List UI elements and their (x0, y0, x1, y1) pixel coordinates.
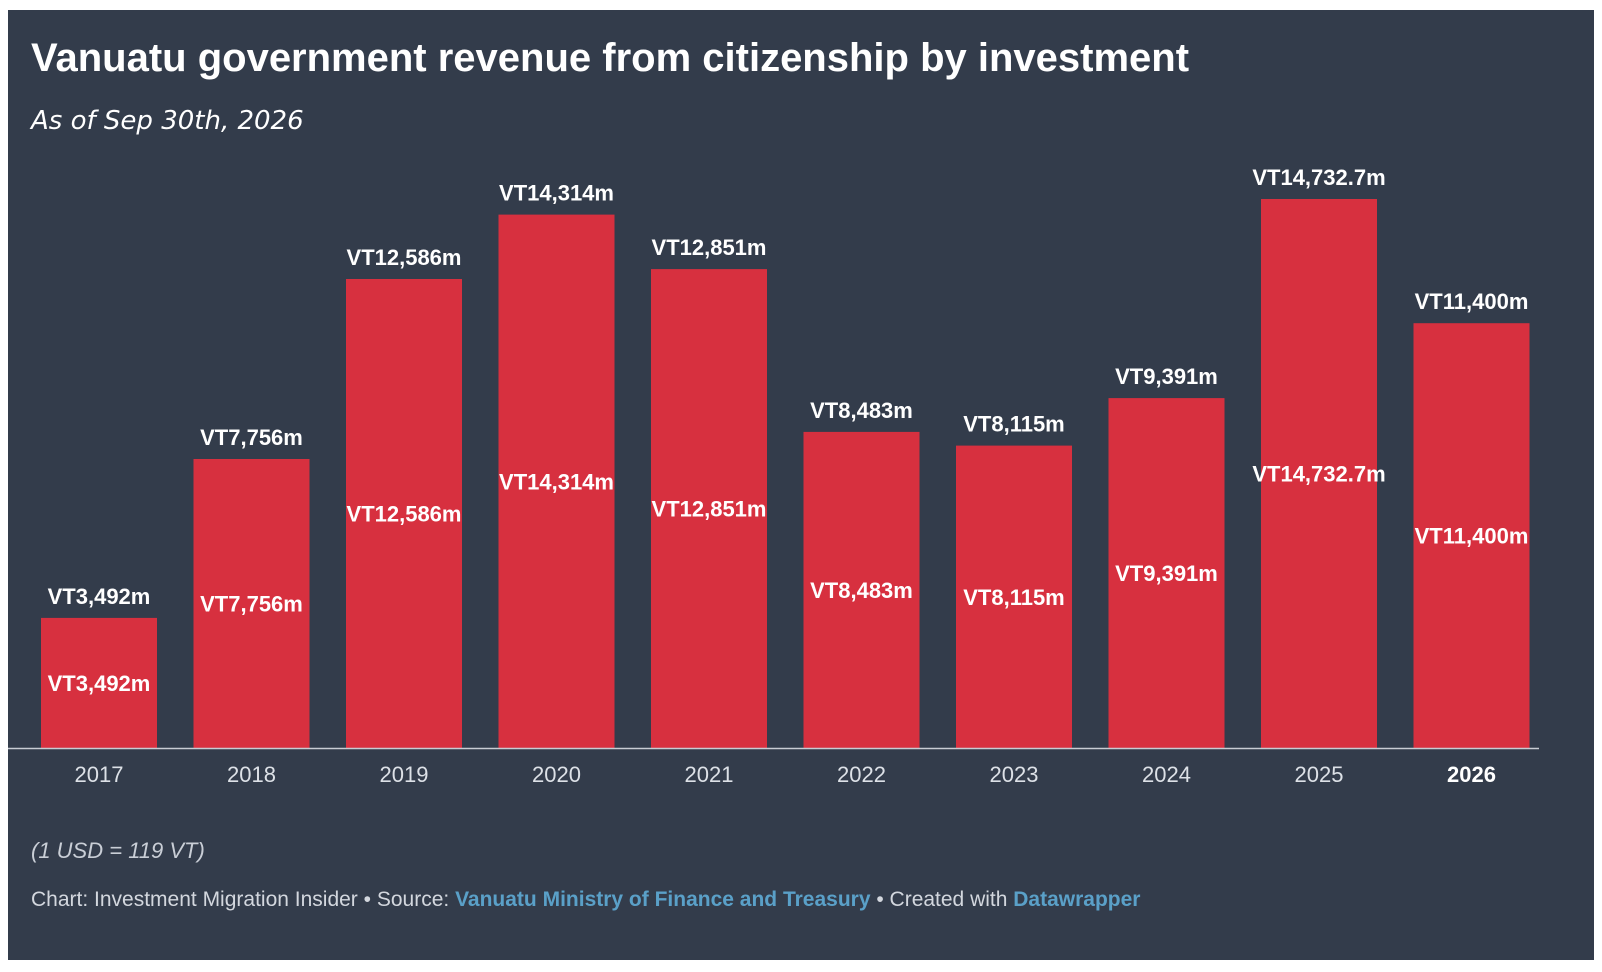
bar-value-label: VT14,314m (499, 181, 614, 206)
chart-subtitle: As of Sep 30th, 2026 (31, 106, 304, 136)
datawrapper-link[interactable]: Datawrapper (1013, 888, 1141, 911)
x-tick-label: 2020 (532, 762, 581, 787)
x-tick-label: 2018 (227, 762, 276, 787)
credit-separator: • (357, 888, 377, 911)
bar (803, 431, 920, 748)
bar-value-label: VT12,586m (347, 245, 462, 270)
bar (1413, 323, 1530, 748)
chart-container: Vanuatu government revenue from citizens… (8, 10, 1594, 960)
bar (193, 459, 310, 748)
x-tick-label: 2024 (1142, 762, 1191, 787)
bar-value-label-inside: VT9,391m (1115, 561, 1218, 586)
bar-value-label: VT11,400m (1415, 289, 1529, 314)
bar-value-label: VT12,851m (652, 235, 767, 260)
x-tick-label: 2025 (1295, 762, 1344, 787)
bar-value-label: VT3,492m (48, 584, 151, 609)
x-tick-label: 2023 (990, 762, 1039, 787)
chart-credits: Chart: Investment Migration Insider • So… (31, 888, 1140, 912)
bar-value-label-inside: VT14,732.7m (1252, 462, 1385, 487)
bar-value-label: VT14,732.7m (1252, 165, 1385, 190)
credit-chart-by: Chart: Investment Migration Insider (31, 888, 358, 911)
bar-value-label-inside: VT14,314m (499, 469, 614, 494)
bar (1261, 199, 1377, 748)
bar-value-label-inside: VT8,115m (963, 585, 1065, 610)
currency-note: (1 USD = 119 VT) (31, 838, 205, 863)
credit-created-prefix: Created with (889, 888, 1014, 911)
bar-value-label-inside: VT7,756m (200, 592, 303, 617)
bar-value-label-inside: VT11,400m (1415, 524, 1529, 549)
bar (41, 617, 157, 748)
x-tick-label: 2026 (1447, 762, 1496, 787)
x-tick-label: 2021 (685, 762, 734, 787)
x-tick-label: 2017 (75, 762, 124, 787)
bar-value-label-inside: VT12,851m (652, 497, 767, 522)
chart-title: Vanuatu government revenue from citizens… (31, 36, 1190, 80)
source-link[interactable]: Vanuatu Ministry of Finance and Treasury (455, 888, 871, 911)
credit-separator: • (870, 888, 890, 911)
bar-chart: VT3,492m VT3,492m 2017 VT7,756m VT7,756m 2018… (8, 165, 1539, 787)
x-tick-label: 2019 (380, 762, 429, 787)
credit-source-prefix: Source: (376, 888, 456, 911)
bar-value-label-inside: VT12,586m (347, 502, 462, 527)
bar-value-label: VT8,483m (810, 398, 913, 423)
bar-value-label: VT8,115m (963, 412, 1065, 437)
bar (651, 269, 767, 748)
bar (346, 279, 462, 748)
bar (1108, 398, 1225, 748)
bar-value-label: VT7,756m (200, 425, 303, 450)
bar-value-label-inside: VT8,483m (810, 578, 913, 603)
bar-value-label-inside: VT3,492m (48, 671, 151, 696)
bar-value-label: VT9,391m (1115, 364, 1218, 389)
bar (498, 214, 615, 749)
bar (956, 445, 1072, 748)
x-tick-label: 2022 (837, 762, 886, 787)
